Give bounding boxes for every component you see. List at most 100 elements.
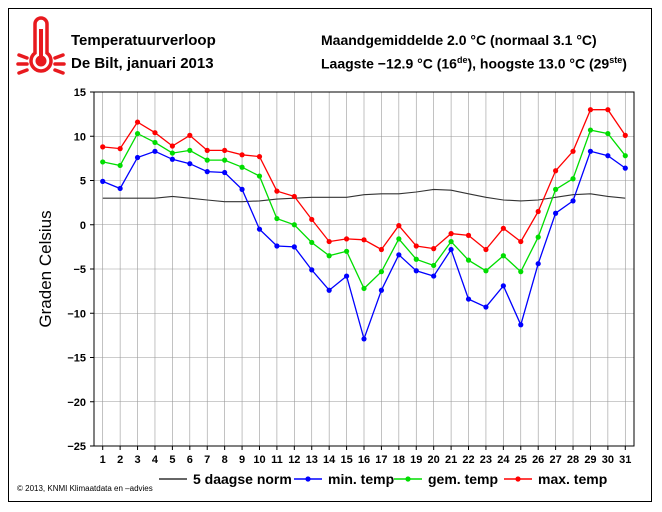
data-point-max-temp [431, 246, 437, 252]
extremes-text: Laagste −12.9 °C (16de), hoogste 13.0 °C… [321, 55, 627, 72]
data-point-gem-temp [152, 139, 158, 146]
data-point-max-temp [169, 143, 175, 149]
x-tick-label: 3 [134, 454, 140, 466]
data-point-min-temp [169, 156, 175, 162]
chart-title: Temperatuurverloop [71, 32, 216, 49]
data-point-gem-temp [622, 153, 628, 159]
data-point-gem-temp [309, 239, 315, 246]
y-tick-label: −10 [67, 308, 86, 320]
data-point-gem-temp [256, 173, 263, 179]
x-tick-label: 30 [602, 454, 614, 466]
data-point-min-temp [204, 169, 210, 175]
thermometer-icon [16, 16, 66, 75]
y-tick-label: 5 [80, 176, 86, 188]
x-tick-label: 31 [619, 454, 631, 466]
data-point-gem-temp [187, 147, 193, 154]
x-tick-label: 13 [306, 454, 318, 466]
data-point-max-temp [187, 132, 193, 138]
data-point-gem-temp [465, 257, 472, 263]
data-point-max-temp [378, 246, 385, 253]
data-point-min-temp [413, 268, 419, 274]
data-point-max-temp [326, 238, 332, 245]
data-point-min-temp [465, 296, 472, 302]
data-point-max-temp [291, 193, 297, 200]
data-point-min-temp [291, 244, 297, 250]
x-tick-label: 29 [584, 454, 596, 466]
x-tick-label: 10 [253, 454, 265, 466]
x-tick-label: 25 [515, 454, 527, 466]
data-point-min-temp [431, 273, 437, 279]
data-point-max-temp [518, 238, 524, 245]
data-point-gem-temp [361, 285, 367, 292]
data-point-max-temp [587, 107, 594, 113]
data-point-min-temp [622, 165, 628, 171]
data-point-gem-temp [396, 236, 402, 242]
data-point-max-temp [361, 237, 367, 243]
data-point-min-temp [500, 283, 506, 289]
data-point-gem-temp [222, 157, 228, 163]
data-point-gem-temp [483, 268, 489, 274]
x-tick-label: 1 [100, 454, 106, 466]
data-point-max-temp [134, 119, 141, 125]
data-point-min-temp [274, 243, 280, 249]
data-point-gem-temp [553, 186, 559, 192]
data-point-max-temp [152, 130, 158, 136]
data-point-gem-temp [448, 238, 454, 245]
data-point-min-temp [587, 148, 594, 154]
data-point-gem-temp [239, 164, 245, 170]
data-point-min-temp [553, 210, 559, 216]
data-point-min-temp [309, 267, 315, 273]
data-point-max-temp [553, 168, 559, 174]
x-tick-label: 23 [480, 454, 492, 466]
x-tick-label: 28 [567, 454, 579, 466]
monthly-average-text: Maandgemiddelde 2.0 °C (normaal 3.1 °C) [321, 32, 597, 48]
data-point-gem-temp [343, 248, 350, 254]
data-point-min-temp [239, 186, 245, 192]
data-point-gem-temp [204, 157, 210, 163]
data-point-min-temp [605, 153, 611, 159]
x-tick-label: 14 [323, 454, 336, 466]
data-point-max-temp [396, 223, 402, 229]
x-tick-label: 17 [375, 454, 387, 466]
data-point-gem-temp [326, 253, 332, 259]
data-point-gem-temp [117, 162, 123, 169]
chart-frame: Temperatuurverloop De Bilt, januari 2013… [8, 8, 652, 502]
y-tick-label: −5 [73, 264, 86, 276]
data-point-max-temp [622, 132, 628, 138]
data-point-gem-temp [535, 234, 541, 240]
x-tick-label: 15 [340, 454, 352, 466]
data-point-gem-temp [587, 127, 594, 133]
data-point-min-temp [256, 226, 263, 232]
data-point-max-temp [100, 144, 106, 150]
legend-marker-gem-temp [405, 476, 411, 482]
data-point-min-temp [326, 287, 332, 293]
y-tick-label: 15 [74, 87, 86, 99]
plot-border [93, 91, 635, 447]
data-point-min-temp [222, 169, 228, 176]
data-point-min-temp [570, 198, 576, 204]
data-point-gem-temp [291, 222, 297, 228]
data-point-min-temp [361, 336, 367, 342]
x-tick-label: 9 [239, 454, 245, 466]
data-point-max-temp [413, 243, 419, 249]
x-tick-label: 21 [445, 454, 457, 466]
data-point-min-temp [396, 252, 402, 258]
data-point-gem-temp [431, 262, 437, 269]
chart-subtitle: De Bilt, januari 2013 [71, 55, 214, 72]
legend-label-max-temp: max. temp [538, 471, 607, 487]
x-tick-label: 24 [497, 454, 510, 466]
data-point-min-temp [535, 261, 541, 267]
x-tick-label: 5 [169, 454, 175, 466]
x-tick-label: 7 [204, 454, 210, 466]
data-point-max-temp [309, 216, 315, 223]
y-tick-label: 10 [74, 131, 86, 143]
x-tick-label: 4 [152, 454, 159, 466]
y-axis-label: Graden Celsius [36, 210, 55, 327]
x-tick-label: 18 [393, 454, 405, 466]
data-point-gem-temp [134, 130, 141, 137]
x-tick-label: 6 [187, 454, 193, 466]
copyright-credit: © 2013, KNMI Klimaatdata en –advies [17, 484, 153, 493]
data-point-max-temp [274, 188, 280, 194]
data-point-min-temp [100, 178, 106, 184]
data-point-max-temp [204, 147, 210, 154]
